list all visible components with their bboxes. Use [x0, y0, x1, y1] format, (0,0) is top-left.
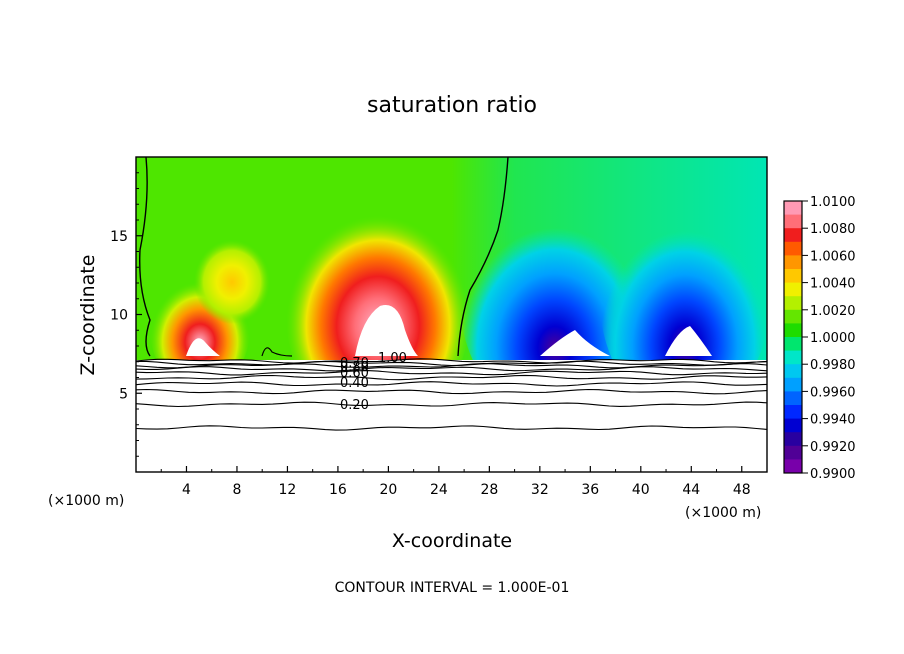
contour-label-100: 1.00 — [378, 351, 407, 366]
contour-line — [135, 381, 768, 387]
colorbar-swatch — [784, 445, 802, 460]
contour-label-080: 0.80 — [340, 360, 369, 375]
colorbar-label: 0.9980 — [810, 358, 856, 373]
colorbar-label: 1.0080 — [810, 222, 856, 237]
colorbar-label: 1.0060 — [810, 249, 856, 264]
colorbar — [784, 201, 802, 474]
colorbar-swatch — [784, 201, 802, 216]
colorbar-swatch — [784, 255, 802, 270]
x-tick-label-32: 32 — [531, 482, 549, 498]
y-axis-ticks: 5 10 15 — [110, 172, 142, 457]
colorbar-swatch — [784, 459, 802, 474]
colorbar-labels: 1.0100 1.0080 1.0060 1.0040 1.0020 1.0000 0.99… — [802, 195, 856, 482]
contour-interval-note: CONTOUR INTERVAL = 1.000E-01 — [335, 580, 570, 596]
colorbar-label: 0.9900 — [810, 467, 856, 482]
x-tick-label-48: 48 — [733, 482, 751, 498]
saturation-field — [136, 157, 767, 360]
colorbar-label: 0.9940 — [810, 413, 856, 428]
colorbar-swatch — [784, 337, 802, 352]
x-tick-label-36: 36 — [581, 482, 599, 498]
colorbar-swatch — [784, 309, 802, 324]
colorbar-swatch — [784, 269, 802, 284]
contour-line — [135, 363, 768, 369]
x-axis-ticks: 4 8 12 16 20 24 28 32 36 40 44 48 — [160, 466, 751, 498]
colorbar-swatch — [784, 214, 802, 229]
colorbar-swatch — [784, 323, 802, 338]
x-tick-label-16: 16 — [329, 482, 347, 498]
colorbar-label: 1.0100 — [810, 195, 856, 210]
colorbar-label: 1.0040 — [810, 277, 856, 292]
colorbar-label: 1.0000 — [810, 331, 856, 346]
contour-line — [135, 366, 768, 372]
colorbar-swatch — [784, 432, 802, 447]
contour-line — [135, 401, 768, 408]
contour-line — [135, 425, 768, 431]
colorbar-swatch — [784, 418, 802, 433]
x-tick-label-8: 8 — [232, 482, 241, 498]
colorbar-label: 1.0020 — [810, 304, 856, 319]
x-tick-label-4: 4 — [182, 482, 191, 498]
colorbar-swatch — [784, 282, 802, 297]
y-tick-label-5: 5 — [119, 386, 128, 402]
colorbar-label: 0.9920 — [810, 440, 856, 455]
x-unit-left: (×1000 m) — [48, 493, 124, 509]
contour-label-060: 0.60 — [340, 366, 369, 381]
colorbar-swatch — [784, 405, 802, 420]
x-tick-label-28: 28 — [480, 482, 498, 498]
colorbar-swatch — [784, 377, 802, 392]
contour-line — [135, 370, 768, 376]
y-tick-label-10: 10 — [110, 308, 128, 324]
contour-line — [135, 358, 768, 364]
colorbar-swatch — [784, 241, 802, 256]
contour-line — [135, 374, 768, 381]
chart-title: saturation ratio — [367, 93, 537, 118]
colorbar-swatch — [784, 228, 802, 243]
colorbar-swatch — [784, 296, 802, 311]
x-tick-label-24: 24 — [430, 482, 448, 498]
x-tick-label-44: 44 — [682, 482, 700, 498]
x-axis-label: X-coordinate — [392, 530, 512, 552]
contour-label-070: 0.70 — [340, 356, 369, 371]
colorbar-swatch — [784, 364, 802, 379]
colorbar-swatch — [784, 350, 802, 365]
y-tick-label-15: 15 — [110, 229, 128, 245]
contour-label-040: 0.40 — [340, 376, 369, 391]
x-unit-right: (×1000 m) — [685, 505, 761, 521]
contour-labels: 1.00 0.70 0.80 0.60 0.40 0.20 — [340, 351, 407, 413]
colorbar-label: 0.9960 — [810, 385, 856, 400]
x-tick-label-12: 12 — [279, 482, 297, 498]
y-axis-label: Z-coordinate — [77, 255, 99, 376]
contour-label-020: 0.20 — [340, 398, 369, 413]
x-tick-label-40: 40 — [632, 482, 650, 498]
contour-lines — [135, 358, 768, 431]
x-tick-label-20: 20 — [379, 482, 397, 498]
colorbar-swatch — [784, 391, 802, 406]
contour-line — [135, 388, 768, 395]
